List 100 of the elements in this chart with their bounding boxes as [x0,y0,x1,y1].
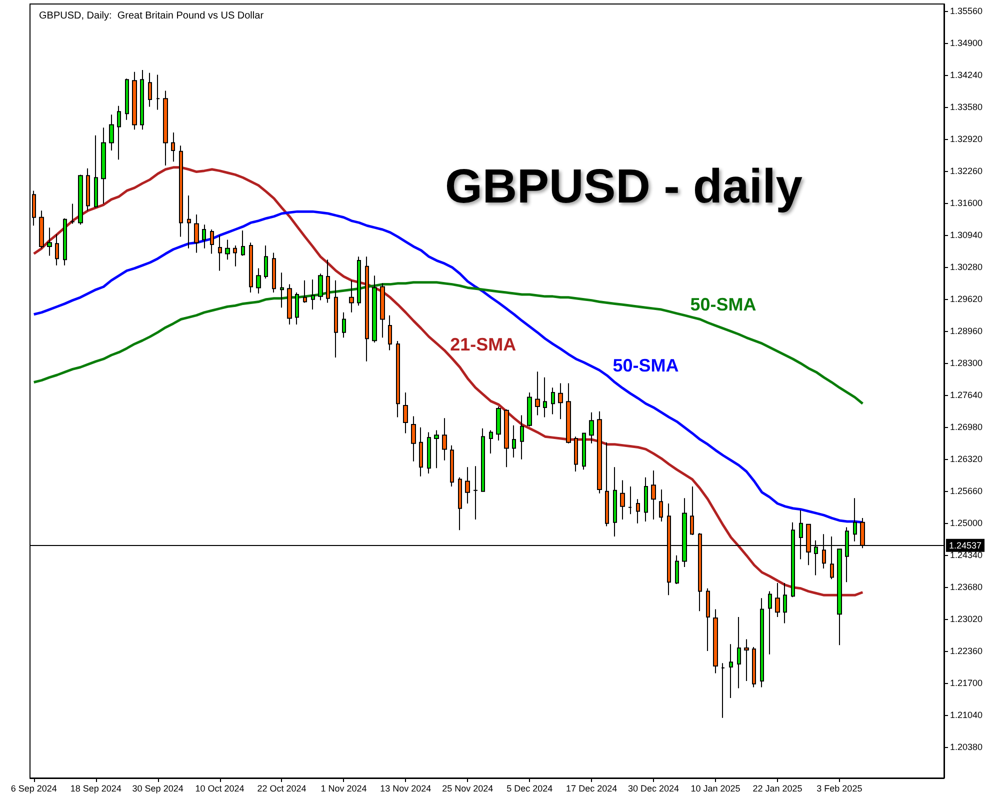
candlestick [644,476,648,522]
candlestick [311,278,315,310]
candlestick [334,280,338,358]
series-label: 50-SMA [612,356,679,376]
y-tick-label: 1.25000 [950,518,983,528]
candlestick [342,312,346,338]
candlestick [442,418,447,461]
candlestick [636,498,640,524]
candlestick [458,476,462,531]
candlestick [473,466,478,520]
candlestick [326,259,330,304]
candlestick [156,74,160,110]
candlestick [357,256,361,306]
candlestick [551,387,555,415]
candlestick [218,234,222,272]
candlestick [78,174,83,226]
x-tick-label: 22 Oct 2024 [257,784,306,794]
text: GBPUSD - daily [445,160,803,214]
candlestick [388,314,392,351]
candlestick [70,203,75,224]
candlestick [837,548,842,646]
candlestick [94,134,98,208]
candlestick [47,227,52,256]
candlestick [380,282,385,338]
y-tick-label: 1.25660 [950,486,983,496]
x-tick-label: 17 Dec 2024 [566,784,618,794]
candlestick [489,430,493,454]
candlestick [675,554,679,585]
candlestick [272,252,276,294]
candlestick [465,466,470,504]
candlestick [574,436,578,472]
candlestick [597,410,602,494]
y-tick-label: 1.24340 [950,550,983,560]
candlestick [775,582,780,618]
candlestick [365,256,369,362]
candlestick [318,273,323,301]
x-tick-label: 13 Nov 2024 [380,784,432,794]
series-label: 21-SMA [450,334,516,354]
candlestick [225,239,230,260]
candlestick [411,416,416,462]
candlestick [117,105,121,160]
y-tick-label: 1.29620 [950,294,983,304]
candlestick [202,224,206,249]
y-tick-label: 1.22360 [950,646,983,656]
candlestick [264,245,268,279]
candlestick [713,608,718,674]
x-tick-label: 6 Sep 2024 [10,784,57,794]
candlestick [372,275,377,344]
candlestick [582,432,586,470]
candlestick [659,488,663,522]
y-tick-label: 1.34240 [950,70,983,80]
candlestick [241,230,245,256]
y-tick-label: 1.33580 [950,102,983,112]
x-tick-label: 10 Jan 2025 [690,784,740,794]
candlestick [419,426,423,477]
y-tick-label: 1.34900 [950,38,983,48]
candlestick [706,588,710,652]
y-tick-label: 1.28300 [950,358,983,368]
y-tick-label: 1.23680 [950,582,983,592]
candlestick [63,218,67,266]
candlestick [39,210,44,249]
candlestick [171,132,175,162]
candlestick [853,498,857,542]
candlestick [210,229,214,254]
candlestick [768,590,772,655]
candlestick [450,444,454,488]
candlestick [280,272,284,308]
y-tick-label: 1.21040 [950,710,983,720]
y-tick-label: 1.27640 [950,390,983,400]
candlestick [303,280,307,304]
candlestick [396,340,400,418]
candlestick [520,414,524,460]
x-tick-label: 1 Nov 2024 [320,784,367,794]
candlestick [434,430,439,469]
candlestick [55,234,59,266]
candlestick [512,424,516,458]
candlestick [543,376,547,418]
candlestick [783,582,787,624]
candlestick [403,392,408,434]
candlestick [233,245,237,267]
y-tick-label: 1.21700 [950,678,983,688]
y-tick-label: 1.32920 [950,134,983,144]
candlestick [628,486,632,515]
y-tick-label: 1.31600 [950,198,983,208]
y-tick-label: 1.35560 [950,6,983,16]
x-tick-label: 22 Jan 2025 [752,784,802,794]
candlestick [256,268,261,294]
text: GBPUSD, Daily: Great Britain Pound vs US Dollar [39,10,264,22]
y-tick-label: 1.30940 [950,230,983,240]
candlestick [163,90,168,166]
candlestick [729,644,733,698]
candlestick [86,168,90,212]
y-tick-label: 1.26980 [950,422,983,432]
candlestick [427,432,431,474]
x-tick-label: 10 Oct 2024 [195,784,244,794]
x-tick-label: 18 Sep 2024 [70,784,122,794]
y-tick-label: 1.23020 [950,614,983,624]
candlestick [287,284,292,326]
x-tick-label: 5 Dec 2024 [506,784,553,794]
x-tick-label: 30 Sep 2024 [132,784,184,794]
